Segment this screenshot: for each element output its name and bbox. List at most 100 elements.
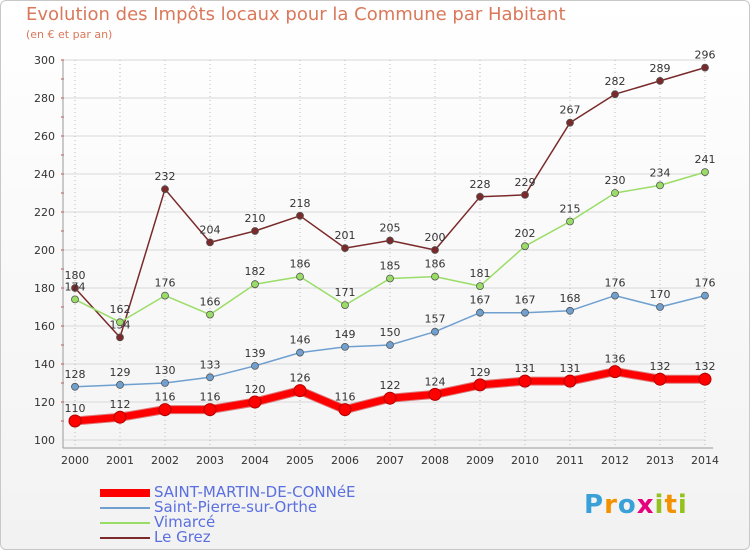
data-point [161, 379, 169, 387]
logo-letter: t [664, 490, 678, 520]
data-label: 139 [245, 347, 266, 360]
data-point [383, 391, 397, 405]
legend-label: Le Grez [154, 528, 211, 546]
data-label: 157 [425, 313, 446, 326]
data-label: 130 [155, 364, 176, 377]
data-label: 205 [380, 222, 401, 235]
data-point [251, 280, 259, 289]
data-label: 200 [425, 231, 446, 244]
data-label: 181 [470, 267, 491, 280]
y-tick-label: 280 [34, 92, 55, 105]
data-point [611, 90, 619, 99]
legend-label: SAINT-MARTIN-DE-CONNéE [154, 483, 356, 501]
data-label: 126 [290, 372, 311, 385]
data-label: 116 [155, 391, 176, 404]
data-point [431, 246, 439, 254]
data-label: 150 [380, 326, 401, 339]
data-point [476, 308, 484, 317]
proxiti-logo: Proxiti [584, 490, 688, 520]
data-label: 129 [110, 366, 131, 379]
data-point [206, 238, 214, 247]
data-point [521, 308, 529, 317]
data-label: 112 [110, 398, 131, 411]
x-tick-label: 2014 [691, 454, 719, 467]
data-label: 176 [695, 277, 716, 290]
data-label: 131 [560, 362, 581, 375]
data-point [521, 190, 529, 199]
x-tick-label: 2000 [61, 454, 89, 467]
x-tick-label: 2013 [646, 454, 674, 467]
data-point [116, 333, 124, 342]
data-label: 229 [515, 176, 536, 189]
data-point [251, 227, 259, 235]
data-label: 215 [560, 203, 581, 216]
legend-label: Saint-Pierre-sur-Orthe [154, 498, 318, 516]
data-label: 282 [605, 75, 626, 88]
data-point [611, 291, 619, 300]
logo-letter: P [584, 490, 605, 520]
data-label: 182 [245, 265, 266, 278]
data-label: 218 [290, 197, 311, 210]
data-label: 132 [695, 360, 716, 373]
data-point [248, 395, 262, 409]
data-label: 170 [650, 288, 671, 301]
legend-label: Vimarcé [154, 513, 216, 531]
chart-title: Evolution des Impôts locaux pour la Comm… [26, 4, 566, 25]
data-label: 129 [470, 366, 491, 379]
y-tick-label: 240 [34, 168, 55, 181]
data-point [71, 284, 79, 292]
data-point [68, 414, 82, 428]
data-point [341, 301, 349, 310]
data-point [206, 310, 214, 319]
data-point [428, 387, 442, 401]
x-tick-label: 2001 [106, 454, 134, 467]
data-point [386, 236, 394, 245]
data-point [293, 384, 307, 398]
logo-letter: r [604, 490, 618, 520]
y-tick-label: 260 [34, 130, 55, 143]
y-tick-label: 180 [34, 282, 55, 295]
data-label: 149 [335, 328, 356, 341]
logo-letter: o [617, 490, 637, 520]
data-point [566, 217, 574, 226]
data-label: 232 [155, 170, 176, 183]
data-label: 146 [290, 334, 311, 347]
data-point [203, 403, 217, 417]
data-label: 116 [200, 391, 221, 404]
data-point [521, 242, 529, 251]
data-label: 174 [65, 280, 86, 293]
data-point [656, 77, 664, 85]
data-point [386, 274, 394, 283]
data-point [71, 295, 79, 304]
data-label: 186 [290, 258, 311, 271]
x-tick-label: 2007 [376, 454, 404, 467]
data-point [656, 303, 664, 311]
data-label: 267 [560, 104, 581, 117]
data-label: 120 [245, 383, 266, 396]
data-point [116, 380, 124, 389]
y-tick-label: 300 [34, 54, 55, 67]
data-point [296, 211, 304, 220]
data-point [296, 272, 304, 281]
data-label: 210 [245, 212, 266, 225]
data-point [431, 327, 439, 336]
data-label: 162 [110, 303, 131, 316]
y-tick-label: 160 [34, 320, 55, 333]
data-point [701, 291, 709, 300]
x-tick-label: 2006 [331, 454, 359, 467]
y-tick-label: 120 [34, 396, 55, 409]
data-label: 296 [695, 49, 716, 62]
data-label: 202 [515, 227, 536, 240]
x-tick-label: 2008 [421, 454, 449, 467]
y-tick-label: 100 [34, 434, 55, 447]
data-point [386, 341, 394, 349]
data-label: 116 [335, 391, 356, 404]
y-tick-label: 220 [34, 206, 55, 219]
x-tick-label: 2002 [151, 454, 179, 467]
data-point [476, 282, 484, 291]
data-label: 167 [470, 294, 491, 307]
data-label: 186 [425, 258, 446, 271]
data-label: 171 [335, 286, 356, 299]
data-label: 110 [65, 402, 86, 415]
